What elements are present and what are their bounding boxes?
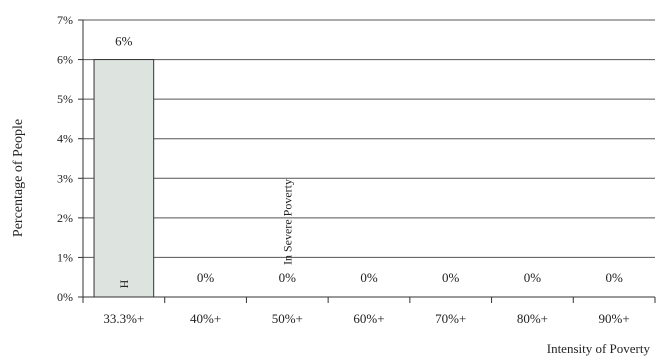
y-tick-label: 5% [57,92,73,106]
data-label: 0% [605,270,623,285]
x-tick-label: 80%+ [517,311,548,326]
x-tick-label: 33.3%+ [103,311,144,326]
x-axis-ticks: 33.3%+ 40%+ 50%+ 60%+ 70%+ 80%+ 90%+ [82,297,656,326]
gridlines [83,19,655,258]
x-tick-label: 70%+ [435,311,466,326]
bars: 6% H 0% 0% 0% 0% 0% 0% In Severe Poverty [93,34,623,298]
x-axis-label: Intensity of Poverty [547,341,651,356]
y-tick-label: 1% [57,250,73,264]
y-tick-label: 2% [57,211,73,225]
x-tick-label: 90%+ [599,311,630,326]
x-tick-label: 60%+ [353,311,384,326]
y-axis-ticks: 0% 1% 2% 3% 4% 5% 6% 7% [57,13,83,304]
annotation-label: In Severe Poverty [280,179,294,265]
y-tick-label: 0% [57,290,73,304]
x-tick-label: 50%+ [272,311,303,326]
y-axis-label: Percentage of People [11,119,26,237]
y-tick-label: 7% [57,13,73,27]
x-tick-label: 40%+ [190,311,221,326]
data-label: 0% [442,270,460,285]
in-bar-label: H [117,279,131,288]
data-label: 0% [360,270,378,285]
bar [93,59,155,298]
data-label: 0% [279,270,297,285]
y-tick-label: 3% [57,171,73,185]
axes [82,20,655,298]
y-tick-label: 4% [57,132,73,146]
y-tick-label: 6% [57,53,73,67]
data-label: 6% [115,34,133,49]
data-label: 0% [524,270,542,285]
data-label: 0% [197,270,215,285]
